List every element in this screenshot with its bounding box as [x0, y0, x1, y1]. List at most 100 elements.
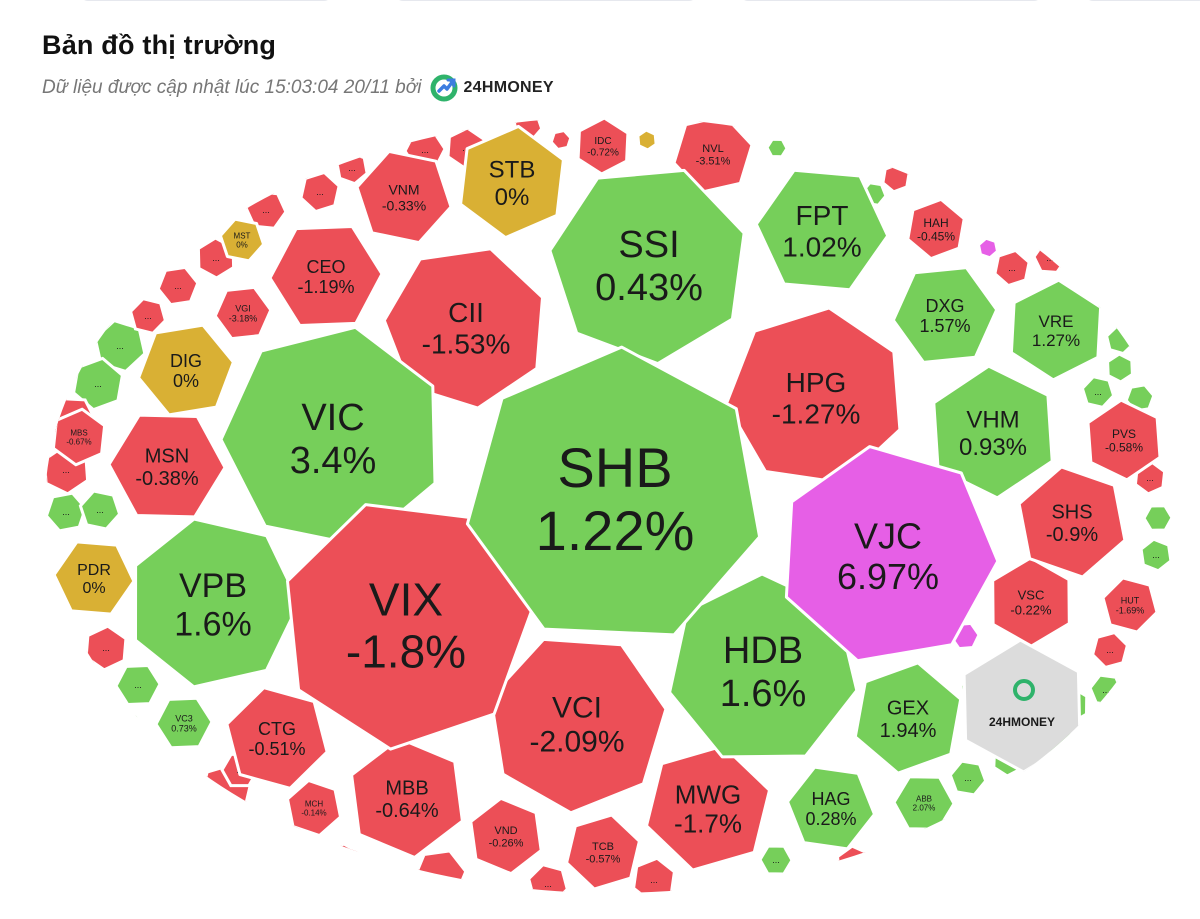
minor-stock-cell[interactable] — [128, 297, 168, 335]
minor-stock-cell[interactable] — [996, 176, 1028, 208]
minor-stock-cell[interactable] — [758, 844, 794, 876]
stock-cell-shs[interactable]: SHS-0.9% — [1017, 465, 1127, 579]
minor-stock-cell[interactable] — [1080, 375, 1116, 409]
stock-cell-idc[interactable]: IDC-0.72% — [576, 117, 630, 176]
stock-cell-ctg[interactable]: CTG-0.51% — [225, 686, 329, 790]
minor-stock-cell[interactable] — [1139, 537, 1173, 573]
stock-change-label: -1.69% — [1116, 606, 1145, 616]
stock-cell-pvs[interactable]: PVS-0.58% — [1086, 398, 1162, 482]
stock-cell-vci[interactable]: VCI-2.09% — [489, 637, 668, 815]
stock-cell-mbs[interactable]: MBS-0.67% — [51, 407, 107, 467]
minor-stock-cell[interactable] — [902, 833, 942, 871]
stock-cell-vix[interactable]: VIX-1.8% — [286, 503, 533, 751]
stock-cell-shape[interactable] — [382, 247, 544, 410]
brand[interactable]: 24HMONEY — [429, 73, 554, 103]
stock-cell-vnd[interactable]: VND-0.26% — [469, 796, 543, 876]
stock-cell-shape[interactable] — [784, 445, 1000, 663]
stock-cell-shape[interactable] — [459, 124, 565, 240]
stock-cell-shape[interactable] — [469, 796, 543, 876]
stock-ticker-label: ABB — [916, 795, 932, 804]
stock-ticker-label: DIG — [170, 351, 202, 371]
stock-cell-shape[interactable] — [853, 661, 963, 775]
stock-cell-mbb[interactable]: MBB-0.64% — [350, 737, 464, 859]
minor-stock-cell[interactable] — [976, 236, 1000, 260]
more-label: ... — [144, 311, 152, 321]
stock-cell-msn[interactable]: MSN-0.38% — [107, 413, 227, 519]
stock-cell-shape[interactable] — [489, 637, 668, 815]
stock-cell-shape[interactable] — [786, 765, 876, 851]
stock-cell-hpg[interactable]: HPG-1.27% — [724, 306, 902, 485]
stock-cell-shape[interactable] — [213, 285, 273, 341]
stock-cell-shape[interactable] — [891, 266, 999, 364]
stock-cell-shape[interactable] — [219, 325, 437, 548]
stock-cell-vsc[interactable]: VSC-0.22% — [991, 556, 1071, 648]
stock-cell-shape[interactable] — [576, 117, 630, 176]
minor-stock-cell[interactable] — [549, 128, 573, 152]
more-label: ... — [262, 205, 270, 215]
minor-stock-cell[interactable] — [114, 663, 162, 707]
stock-cell-shape[interactable] — [1086, 398, 1162, 482]
minor-stock-cell[interactable] — [84, 624, 128, 672]
stock-cell-shape[interactable] — [754, 168, 890, 292]
stock-cell-shape[interactable] — [565, 813, 641, 891]
minor-stock-cell[interactable] — [156, 265, 200, 307]
stock-cell-shape[interactable] — [355, 149, 453, 245]
stock-cell-shape[interactable] — [932, 364, 1054, 500]
minor-stock-cell[interactable] — [1090, 630, 1130, 670]
minor-stock-cell[interactable] — [631, 856, 677, 902]
minor-stock-cell[interactable] — [1142, 504, 1174, 532]
stock-cell-hah[interactable]: HAH-0.45% — [906, 197, 966, 261]
stock-cell-shape[interactable] — [286, 779, 342, 837]
stock-cell-shape[interactable] — [225, 686, 329, 790]
stock-cell-vgi[interactable]: VGI-3.18% — [213, 285, 273, 341]
minor-stock-cell[interactable] — [835, 844, 873, 884]
minor-stock-cell[interactable] — [993, 248, 1031, 288]
stock-cell-shape[interactable] — [107, 413, 227, 519]
more-label: ... — [964, 773, 972, 783]
stock-cell-shape[interactable] — [154, 696, 214, 750]
stock-cell-tcb[interactable]: TCB-0.57% — [565, 813, 641, 891]
stock-cell-shape[interactable] — [51, 407, 107, 467]
stock-cell-shape[interactable] — [892, 775, 956, 831]
stock-cell-shape[interactable] — [286, 503, 533, 751]
stock-cell-shape[interactable] — [724, 306, 902, 485]
minor-stock-cell[interactable] — [181, 189, 211, 221]
minor-stock-cell[interactable] — [636, 128, 658, 152]
stock-cell-shape[interactable] — [218, 217, 266, 263]
minor-stock-cell[interactable] — [319, 842, 369, 896]
more-label: ... — [772, 855, 780, 865]
stock-cell-mch[interactable]: MCH-0.14% — [286, 779, 342, 837]
minor-stock-cell[interactable] — [78, 489, 122, 531]
stock-ticker-label: HAG — [811, 789, 850, 809]
stock-cell-shape[interactable] — [1017, 465, 1127, 579]
stock-cell-shape[interactable] — [268, 225, 384, 327]
stock-cell-ceo[interactable]: CEO-1.19% — [268, 225, 384, 327]
stock-cell-shape[interactable] — [465, 345, 762, 637]
stock-cell-shape[interactable] — [137, 323, 235, 417]
minor-stock-cell[interactable] — [45, 491, 88, 533]
stock-ticker-label: MWG — [675, 779, 741, 809]
minor-stock-cell[interactable] — [948, 759, 988, 797]
stock-cell-cii[interactable]: CII-1.53% — [382, 247, 544, 410]
stock-cell-shape[interactable] — [906, 197, 966, 261]
minor-stock-cell[interactable] — [1106, 352, 1134, 384]
stock-cell-vnm[interactable]: VNM-0.33% — [355, 149, 453, 245]
minor-stock-cell[interactable] — [527, 863, 569, 904]
minor-stock-cell[interactable] — [765, 137, 789, 159]
minor-stock-cell[interactable] — [254, 838, 302, 882]
